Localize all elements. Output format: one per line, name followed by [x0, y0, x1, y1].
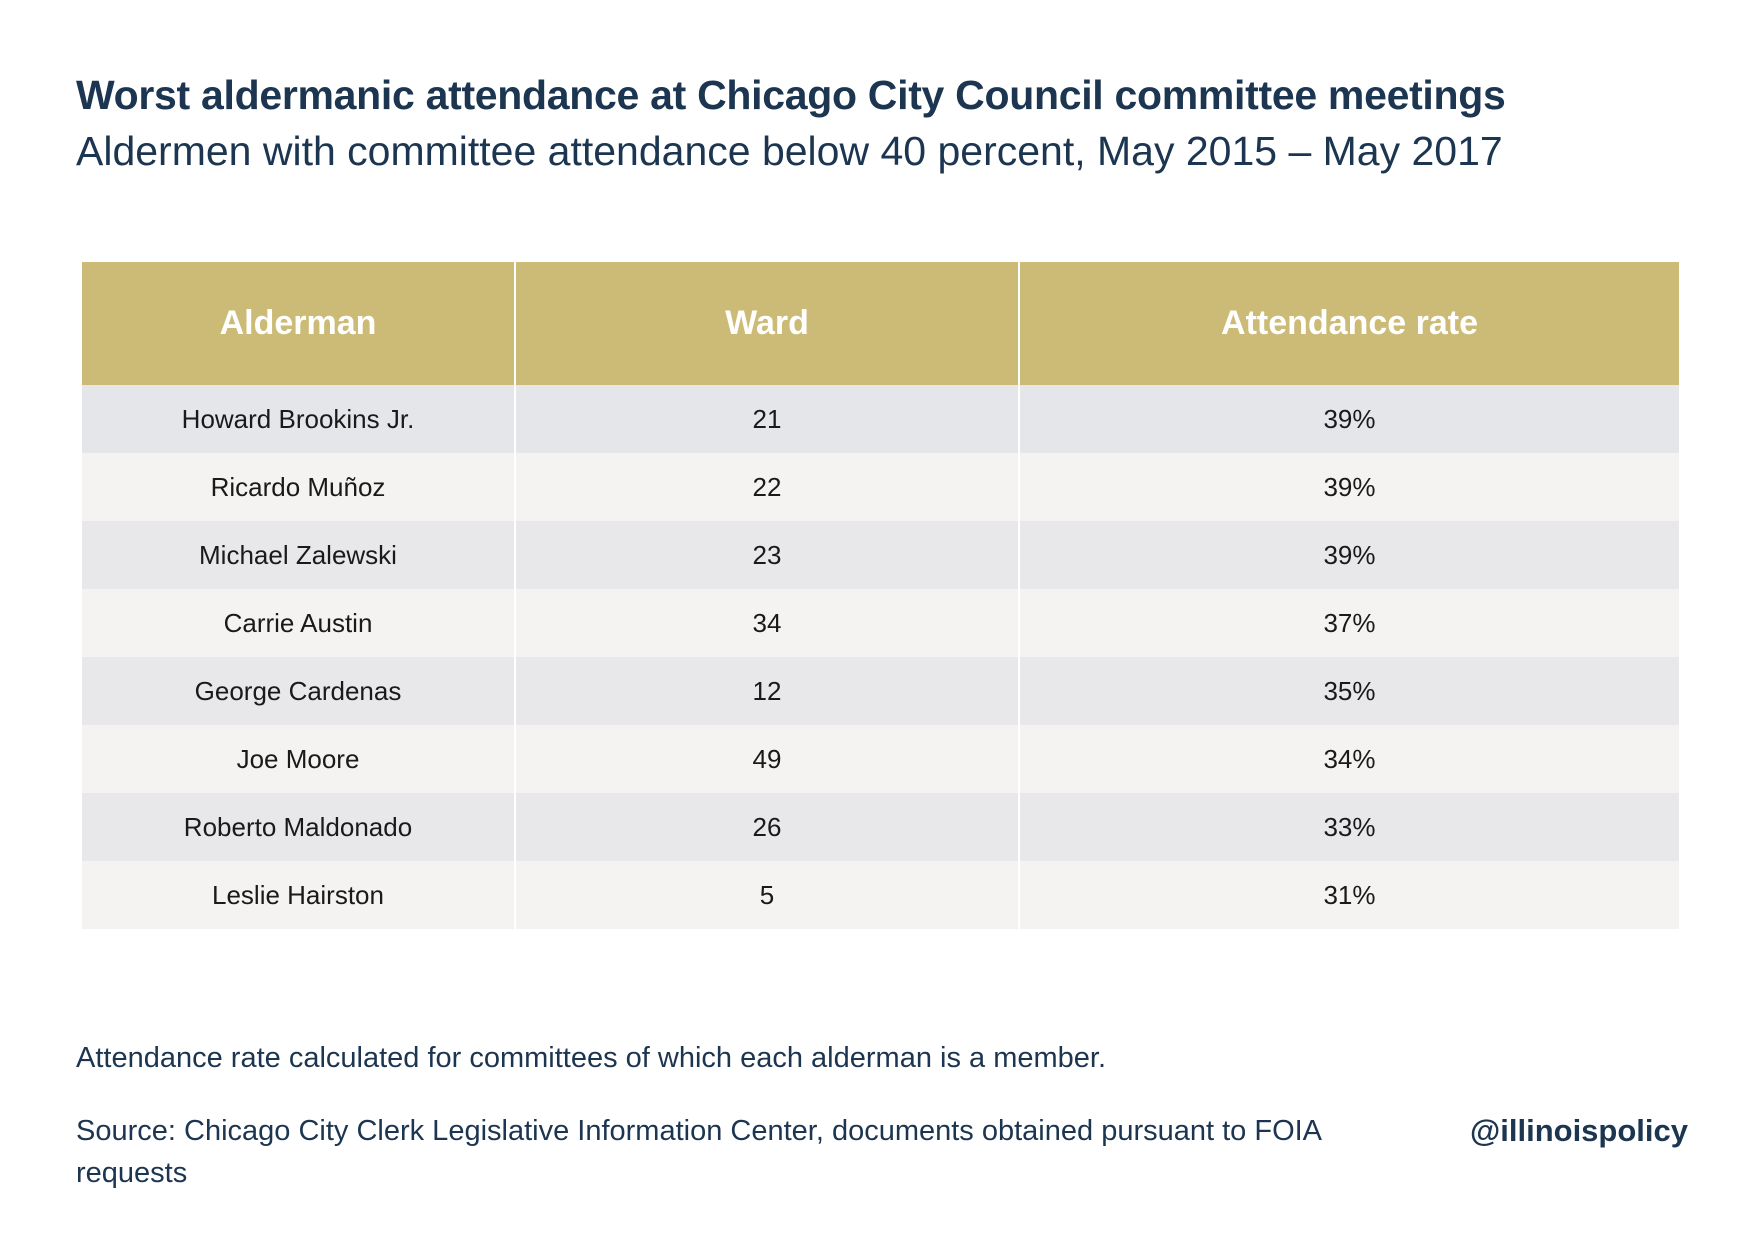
cell-alderman: Carrie Austin — [82, 589, 516, 657]
cell-alderman: Howard Brookins Jr. — [82, 385, 516, 453]
cell-ward: 22 — [515, 453, 1020, 521]
table-row: Leslie Hairston 5 31% — [82, 861, 1679, 929]
column-header-attendance-rate: Attendance rate — [1019, 262, 1679, 385]
chart-title: Worst aldermanic attendance at Chicago C… — [76, 72, 1506, 118]
cell-ward: 21 — [515, 385, 1020, 453]
cell-ward: 12 — [515, 657, 1020, 725]
table-row: Carrie Austin 34 37% — [82, 589, 1679, 657]
cell-attendance-rate: 33% — [1019, 793, 1679, 861]
cell-attendance-rate: 39% — [1019, 521, 1679, 589]
cell-ward: 26 — [515, 793, 1020, 861]
table-header: Alderman Ward Attendance rate — [82, 262, 1679, 385]
footnote: Attendance rate calculated for committee… — [76, 1042, 1107, 1074]
header-row: Alderman Ward Attendance rate — [82, 262, 1679, 385]
cell-ward: 5 — [515, 861, 1020, 929]
table-body: Howard Brookins Jr. 21 39% Ricardo Muñoz 22 3… — [82, 385, 1679, 929]
attendance-table: Alderman Ward Attendance rate Howard Bro… — [82, 262, 1679, 929]
cell-alderman: Leslie Hairston — [82, 861, 516, 929]
source-note: Source: Chicago City Clerk Legislative I… — [76, 1115, 1321, 1189]
chart-subtitle: Aldermen with committee attendance below… — [76, 128, 1503, 174]
cell-ward: 49 — [515, 725, 1020, 793]
table-row: Ricardo Muñoz 22 39% — [82, 453, 1679, 521]
column-header-alderman: Alderman — [82, 262, 516, 385]
cell-alderman: Joe Moore — [82, 725, 516, 793]
column-header-ward: Ward — [515, 262, 1020, 385]
cell-alderman: Michael Zalewski — [82, 521, 516, 589]
cell-alderman: George Cardenas — [82, 657, 516, 725]
cell-attendance-rate: 39% — [1019, 453, 1679, 521]
cell-attendance-rate: 37% — [1019, 589, 1679, 657]
cell-alderman: Roberto Maldonado — [82, 793, 516, 861]
table-row: Michael Zalewski 23 39% — [82, 521, 1679, 589]
table-row: Howard Brookins Jr. 21 39% — [82, 385, 1679, 453]
cell-alderman: Ricardo Muñoz — [82, 453, 516, 521]
cell-ward: 34 — [515, 589, 1020, 657]
table-row: Joe Moore 49 34% — [82, 725, 1679, 793]
cell-attendance-rate: 39% — [1019, 385, 1679, 453]
table-row: George Cardenas 12 35% — [82, 657, 1679, 725]
cell-ward: 23 — [515, 521, 1020, 589]
attendance-table-container: Alderman Ward Attendance rate Howard Bro… — [82, 262, 1679, 929]
table-row: Roberto Maldonado 26 33% — [82, 793, 1679, 861]
cell-attendance-rate: 34% — [1019, 725, 1679, 793]
cell-attendance-rate: 31% — [1019, 861, 1679, 929]
social-handle: @illinoispolicy — [1470, 1113, 1688, 1148]
cell-attendance-rate: 35% — [1019, 657, 1679, 725]
